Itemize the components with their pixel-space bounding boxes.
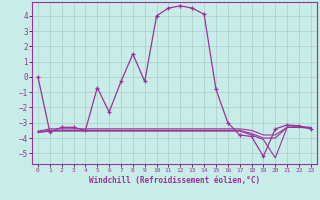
- X-axis label: Windchill (Refroidissement éolien,°C): Windchill (Refroidissement éolien,°C): [89, 176, 260, 185]
